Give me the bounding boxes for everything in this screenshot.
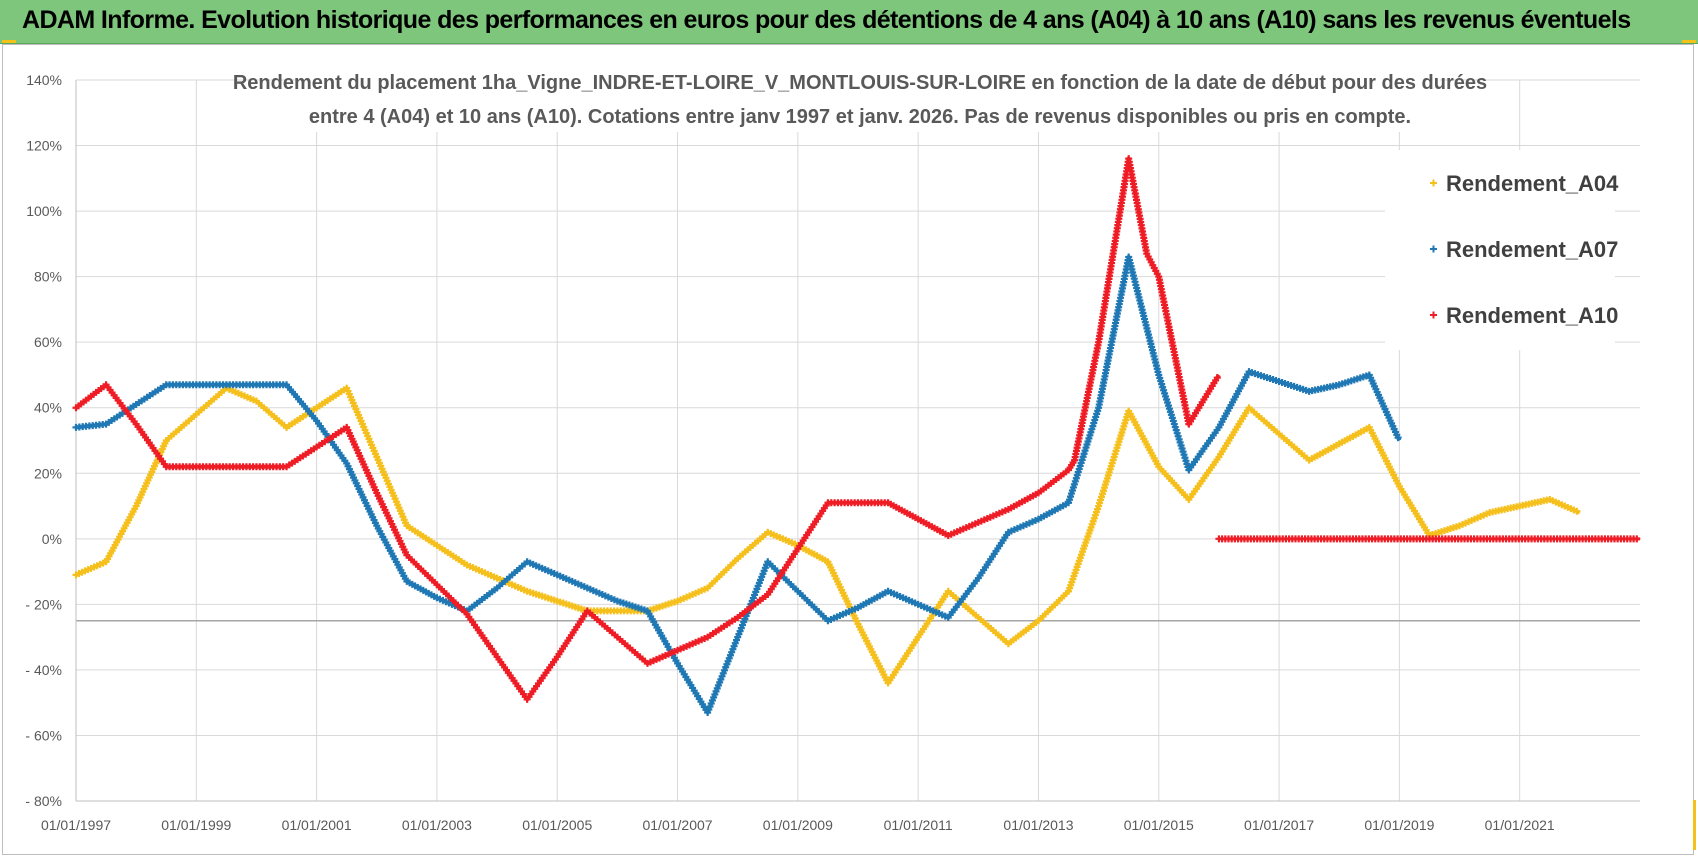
x-tick-label: 01/01/2019 xyxy=(1364,817,1434,833)
x-tick-label: 01/01/2003 xyxy=(402,817,472,833)
y-tick-label: 100% xyxy=(26,203,62,219)
x-tick-label: 01/01/2009 xyxy=(763,817,833,833)
x-tick-label: 01/01/1997 xyxy=(41,817,111,833)
chart-subtitle-line-1: Rendement du placement 1ha_Vigne_INDRE-E… xyxy=(233,72,1487,94)
y-tick-label: 120% xyxy=(26,138,62,154)
y-tick-label: 80% xyxy=(34,269,62,285)
legend: Rendement_A04 Rendement_A07 Rendement_A10 xyxy=(1385,150,1619,350)
x-tick-label: 01/01/2015 xyxy=(1124,817,1194,833)
x-tick-label: 01/01/1999 xyxy=(161,817,231,833)
chart-subtitle-line-2: entre 4 (A04) et 10 ans (A10). Cotations… xyxy=(309,106,1411,128)
legend-label: Rendement_A04 xyxy=(1446,171,1619,196)
series-line xyxy=(76,388,1580,683)
legend-label: Rendement_A07 xyxy=(1446,237,1618,262)
series-rendement-a04 xyxy=(73,385,1581,687)
x-tick-label: 01/01/2021 xyxy=(1485,817,1555,833)
y-tick-label: 0% xyxy=(42,531,62,547)
x-tick-label: 01/01/2001 xyxy=(282,817,352,833)
x-tick-label: 01/01/2017 xyxy=(1244,817,1314,833)
x-tick-label: 01/01/2011 xyxy=(884,817,953,833)
y-tick-label: 60% xyxy=(34,334,62,350)
x-tick-label: 01/01/2007 xyxy=(642,817,712,833)
y-tick-label: - 20% xyxy=(25,596,62,612)
y-tick-label: 140% xyxy=(26,72,62,88)
y-tick-label: - 40% xyxy=(25,662,62,678)
y-tick-label: 20% xyxy=(34,465,62,481)
x-tick-label: 01/01/2005 xyxy=(522,817,592,833)
legend-label: Rendement_A10 xyxy=(1446,303,1618,328)
y-tick-label: - 60% xyxy=(25,727,62,743)
x-tick-label: 01/01/2013 xyxy=(1003,817,1073,833)
series-line xyxy=(76,159,1219,700)
y-tick-label: 40% xyxy=(34,400,62,416)
performance-line-chart: 140% 120% 100% 80% 60% 40% 20% 0% - 20% - 40% - 60… xyxy=(0,0,1698,857)
y-tick-label: - 80% xyxy=(25,793,62,809)
series-rendement-a07 xyxy=(73,253,1402,716)
